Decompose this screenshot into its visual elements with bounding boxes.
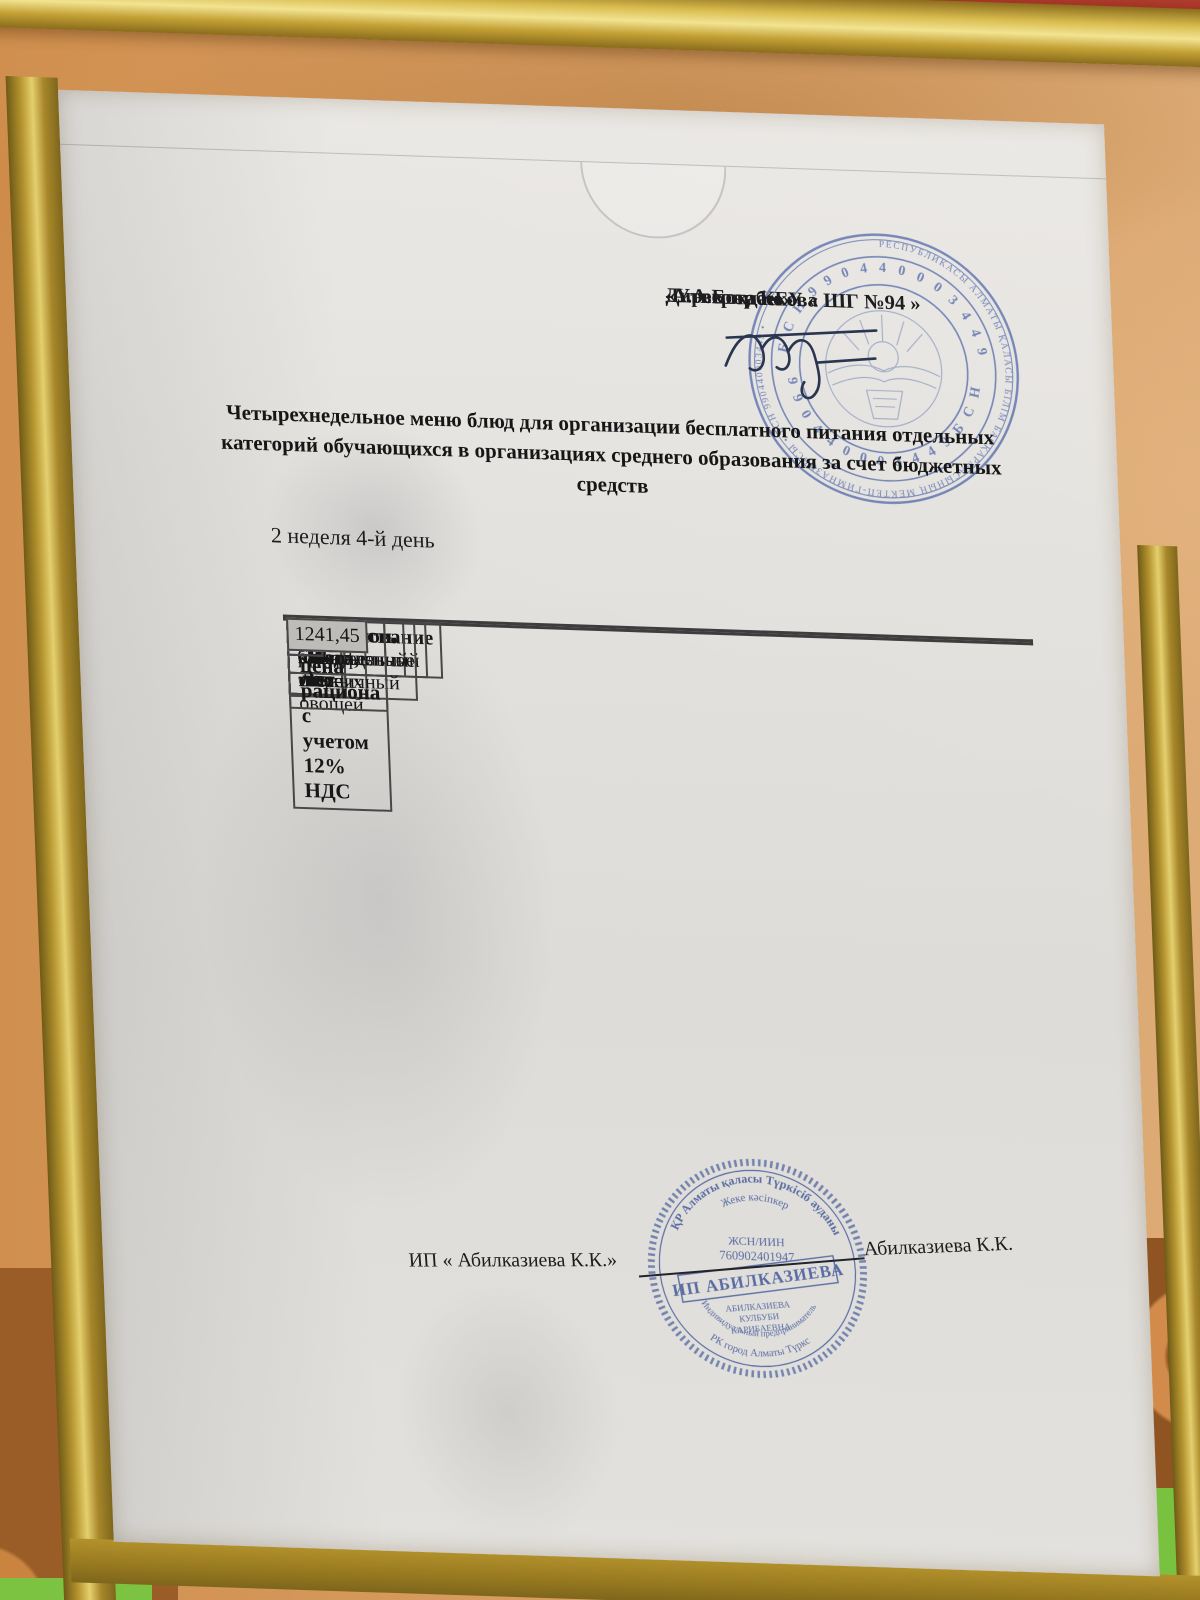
stamp-owner-patronymic: КАРИБАЕВНА: [730, 1321, 791, 1335]
menu-table: Наименование блюд Выход блюда, г Стоимос…: [282, 614, 1034, 812]
framed-document: РЕСПУБЛИКАСЫ АЛМАТЫ ҚАЛАСЫ БІЛІМ БАСҚАРМ…: [5, 76, 1200, 1600]
svg-text:Жеке кәсіпкер: Жеке кәсіпкер: [719, 1190, 792, 1212]
entrepreneur-name: Абилказиева К.К.: [862, 1232, 1014, 1261]
stamp-id-label: ЖСН/ИИН: [728, 1234, 785, 1250]
week-day-subtitle: 2 неделя 4-й день: [270, 522, 435, 553]
plastic-sleeve-thumb-notch: [580, 161, 729, 241]
stamp-owner-firstname: КУЛБУБИ: [739, 1311, 781, 1324]
director-round-stamp: РЕСПУБЛИКАСЫ АЛМАТЫ ҚАЛАСЫ БІЛІМ БАСҚАРМ…: [748, 233, 1019, 505]
entrepreneur-label: ИП « Абилказиева К.К.»: [407, 1249, 618, 1272]
stamp-owner-surname: АБИЛКАЗИЕВА: [725, 1299, 791, 1314]
stamp-decorative-ring: [647, 1158, 868, 1379]
approval-block: «Утверждаю» Директор КГУ « ШГ №94 » -А.А…: [665, 282, 1095, 400]
stamp-id-number: 760902401947: [719, 1248, 794, 1264]
document-board: РЕСПУБЛИКАСЫ АЛМАТЫ ҚАЛАСЫ БІЛІМ БАСҚАРМ…: [58, 89, 1160, 1577]
stamp-emblem: [825, 310, 943, 428]
totals-vat-row: Итого цена рациона с учетом 12% НДС 958,…: [286, 617, 393, 812]
director-signature: [724, 329, 878, 400]
total-cost-vat: 1241,45: [286, 617, 369, 654]
menu-table-grid: Наименование блюд Выход блюда, г Стоимос…: [282, 614, 1034, 812]
entrepreneur-round-stamp: ҚР Алматы қаласы Түркісіб ауданы Жеке кә…: [647, 1158, 868, 1379]
stamp-arc-type: Жеке кәсіпкер: [719, 1190, 792, 1212]
